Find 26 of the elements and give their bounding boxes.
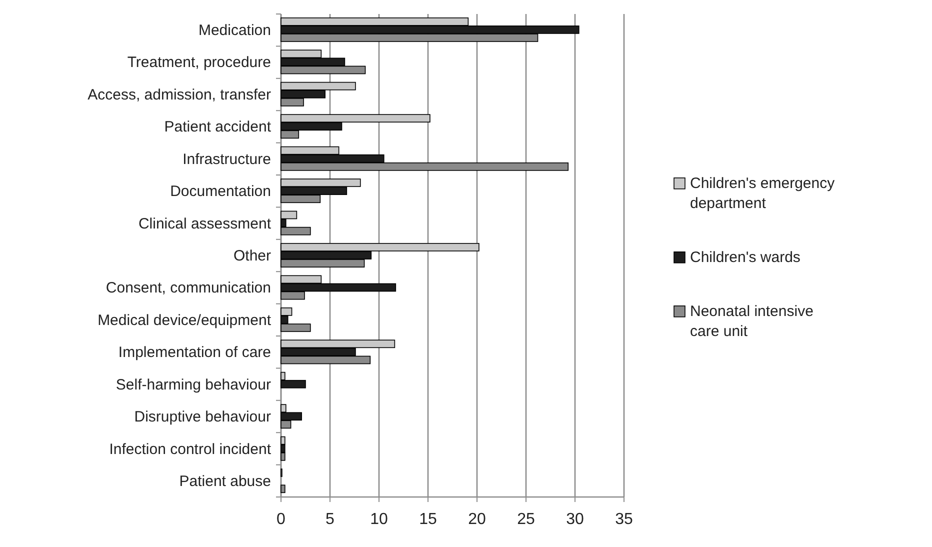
- y-tick-label: Treatment, procedure: [127, 54, 271, 72]
- y-tick-label: Documentation: [170, 183, 271, 200]
- y-tick-label: Consent, communication: [106, 280, 271, 297]
- y-tick-label: Disruptive behaviour: [134, 408, 271, 426]
- y-tick-label: Infection control incident: [109, 440, 272, 458]
- x-tick-label: 25: [517, 511, 535, 528]
- x-tick-label: 0: [276, 511, 286, 528]
- legend-label: Children's emergency department: [690, 174, 836, 212]
- y-tick-label: Implementation of care: [118, 344, 271, 362]
- x-tick-label: 10: [370, 511, 388, 528]
- legend-label: Neonatal intensive care unit: [690, 302, 814, 340]
- y-tick-label: Self-harming behaviour: [116, 376, 271, 394]
- y-tick-label: Clinical assessment: [138, 215, 272, 232]
- y-tick-label: Infrastructure: [182, 150, 271, 168]
- x-tick-label: 20: [468, 511, 486, 528]
- x-tick-label: 5: [326, 511, 335, 528]
- y-tick-label: Patient abuse: [179, 473, 271, 490]
- x-tick-label: 35: [615, 511, 633, 528]
- x-tick-label: 30: [566, 511, 584, 528]
- y-tick-label: Patient accident: [164, 118, 272, 136]
- y-tick-label: Medical device/equipment: [98, 312, 272, 329]
- y-tick-label: Medication: [198, 22, 271, 39]
- x-tick-label: 15: [419, 511, 437, 528]
- y-tick-label: Access, admission, transfer: [88, 86, 271, 104]
- legend-label: Children's wards: [690, 248, 800, 266]
- y-tick-label: Other: [233, 248, 272, 264]
